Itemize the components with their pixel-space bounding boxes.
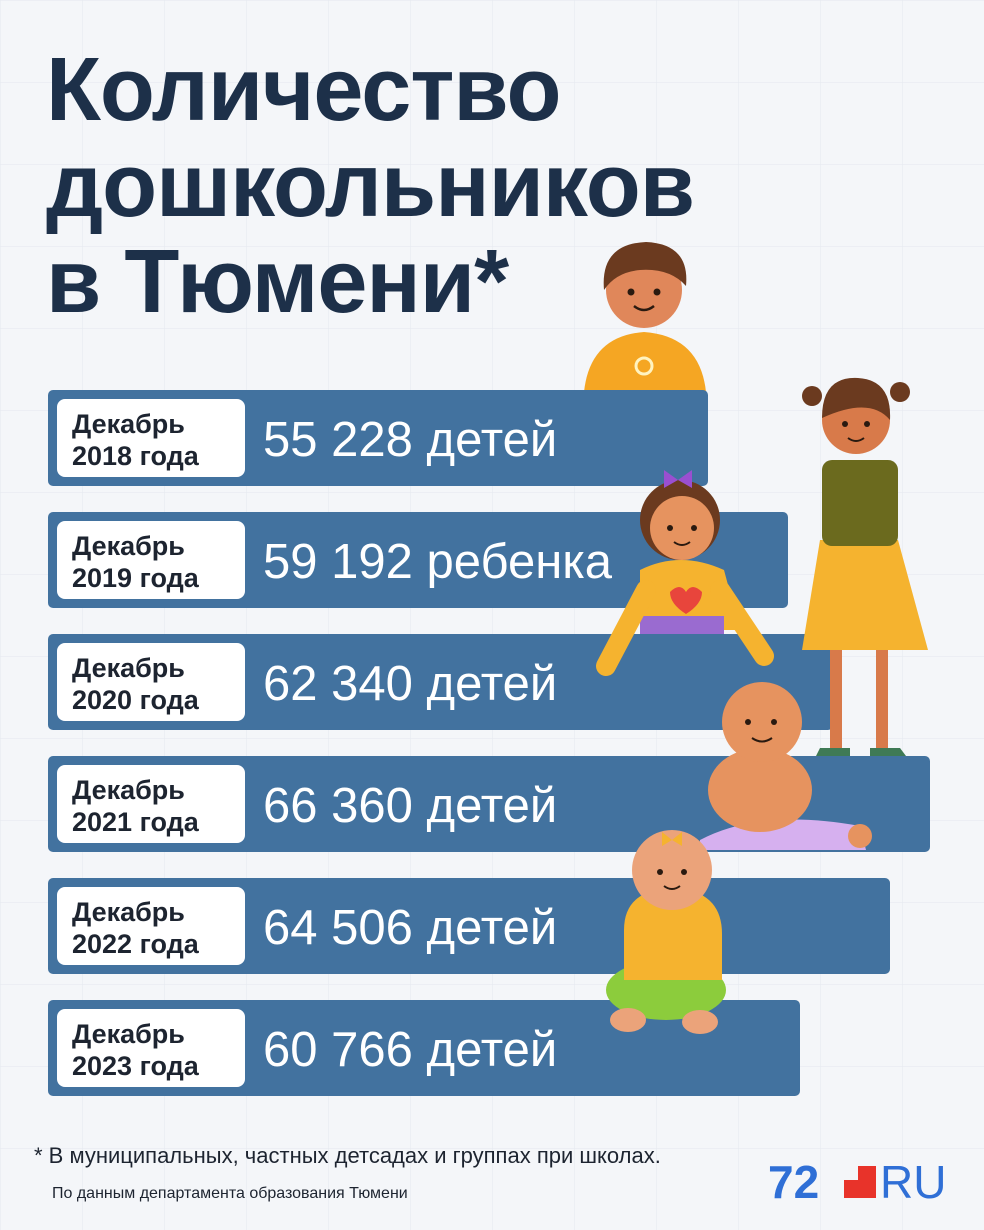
row-label-box bbox=[57, 887, 245, 965]
row-value: 60 766 детей bbox=[263, 1023, 557, 1077]
row-year: 2022 года bbox=[72, 929, 200, 959]
row-label-box bbox=[57, 399, 245, 477]
row-year: 2021 года bbox=[72, 807, 200, 837]
title-line: дошкольников bbox=[46, 136, 694, 236]
illustration-girl-sitting bbox=[596, 470, 774, 676]
row-month: Декабрь bbox=[72, 409, 185, 439]
illustration-baby bbox=[700, 682, 872, 850]
illustration-boy bbox=[584, 242, 706, 392]
logo-number: 72 bbox=[768, 1156, 819, 1208]
row-month: Декабрь bbox=[72, 1019, 185, 1049]
row-label-box bbox=[57, 521, 245, 599]
row-value: 62 340 детей bbox=[263, 657, 557, 711]
footer: * В муниципальных, частных детсадах и гр… bbox=[34, 1143, 946, 1208]
title: Количество дошкольников в Тюмени* bbox=[46, 40, 695, 332]
row-year: 2019 года bbox=[72, 563, 200, 593]
title-line: Количество bbox=[46, 40, 561, 140]
row-year: 2020 года bbox=[72, 685, 200, 715]
illustration-girl-standing bbox=[802, 377, 928, 756]
logo-notch bbox=[844, 1166, 858, 1180]
row-year: 2023 года bbox=[72, 1051, 200, 1081]
row-month: Декабрь bbox=[72, 531, 185, 561]
row-value: 55 228 детей bbox=[263, 413, 557, 467]
row-label-box bbox=[57, 643, 245, 721]
row-label-box bbox=[57, 765, 245, 843]
source: По данным департамента образования Тюмен… bbox=[52, 1185, 408, 1202]
row-month: Декабрь bbox=[72, 653, 185, 683]
row-value: 66 360 детей bbox=[263, 779, 557, 833]
row-value: 59 192 ребенка bbox=[263, 535, 613, 589]
row-year: 2018 года bbox=[72, 441, 200, 471]
logo-text: RU bbox=[880, 1156, 946, 1208]
row-label-box bbox=[57, 1009, 245, 1087]
row-month: Декабрь bbox=[72, 775, 185, 805]
row-value: 64 506 детей bbox=[263, 901, 557, 955]
row-month: Декабрь bbox=[72, 897, 185, 927]
title-line: в Тюмени* bbox=[46, 232, 509, 332]
footnote: * В муниципальных, частных детсадах и гр… bbox=[34, 1143, 661, 1168]
illustration-toddler bbox=[606, 830, 726, 1034]
